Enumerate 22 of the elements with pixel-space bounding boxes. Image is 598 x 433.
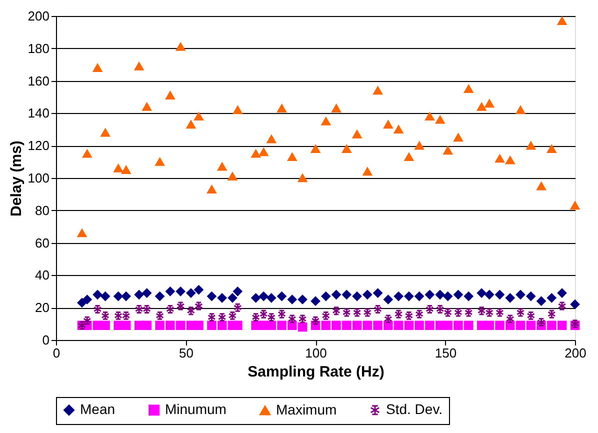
- y-tick-label: 60: [35, 235, 50, 250]
- x-axis-title: Sampling Rate (Hz): [248, 364, 384, 380]
- legend-label: Maximum: [276, 401, 337, 418]
- legend-label: Std. Dev.: [386, 401, 443, 418]
- legend-label: Minumum: [165, 401, 226, 418]
- y-tick-label: 40: [35, 268, 50, 283]
- x-tick-label: 0: [52, 346, 60, 360]
- y-tick-label: 120: [28, 138, 50, 154]
- y-axis-title: Delay (ms): [8, 140, 25, 216]
- y-tick-label: 180: [28, 40, 50, 56]
- y-tick-label: 200: [28, 8, 50, 24]
- x-tick-label: 50: [179, 346, 194, 360]
- y-tick-label: 160: [28, 73, 50, 88]
- x-tick-label: 150: [434, 346, 457, 360]
- y-tick-label: 140: [28, 106, 50, 121]
- y-tick-label: 20: [35, 300, 50, 316]
- x-tick-label: 200: [564, 346, 586, 360]
- x-tick-label: 100: [305, 346, 327, 360]
- y-tick-label: 0: [42, 332, 50, 348]
- legend-label: Mean: [80, 401, 116, 418]
- y-tick-label: 80: [35, 202, 50, 218]
- y-tick-label: 100: [28, 170, 50, 186]
